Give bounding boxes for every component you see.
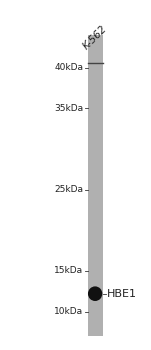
Text: K-562: K-562 <box>81 23 109 51</box>
Text: 25kDa: 25kDa <box>54 185 83 194</box>
Text: 40kDa: 40kDa <box>54 63 83 72</box>
Text: 35kDa: 35kDa <box>54 104 83 113</box>
Bar <box>88 35 103 336</box>
Text: 15kDa: 15kDa <box>54 266 83 275</box>
Ellipse shape <box>88 286 102 301</box>
Text: HBE1: HBE1 <box>107 289 137 299</box>
Text: 10kDa: 10kDa <box>54 307 83 316</box>
